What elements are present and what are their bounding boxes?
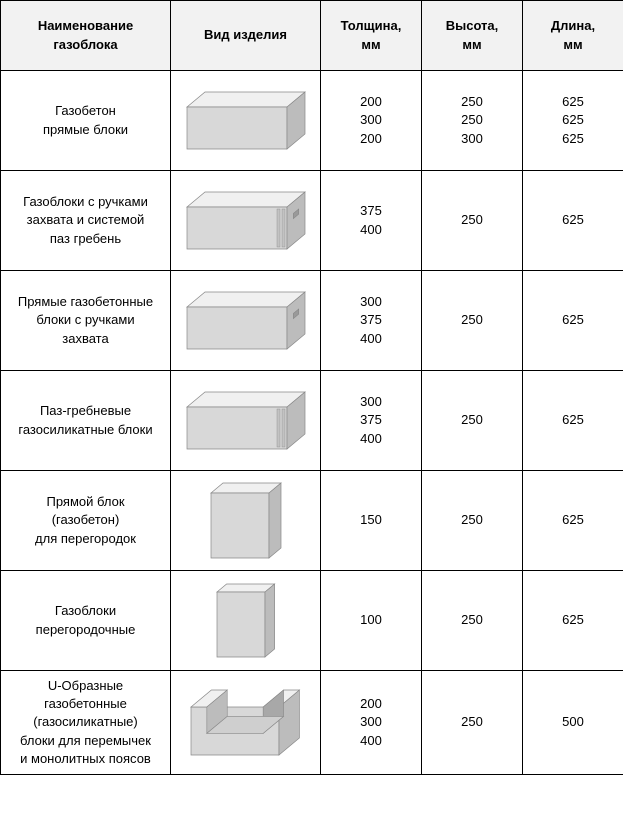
- cell-thickness: 100: [321, 571, 422, 671]
- cell-height: 250: [422, 671, 523, 775]
- cell-length: 500: [523, 671, 623, 775]
- cell-name: Газоблоки с ручками захвата и системой п…: [1, 171, 171, 271]
- cell-thickness: 375 400: [321, 171, 422, 271]
- table-row: Прямые газобетонные блоки с ручками захв…: [1, 271, 623, 371]
- table-row: Паз-гребневые газосиликатные блоки 300 3…: [1, 371, 623, 471]
- cell-height: 250: [422, 571, 523, 671]
- cell-name: Прямой блок (газобетон) для перегородок: [1, 471, 171, 571]
- cell-image: [171, 371, 321, 471]
- cell-image: [171, 471, 321, 571]
- cell-name: Газоблоки перегородочные: [1, 571, 171, 671]
- cell-length: 625: [523, 471, 623, 571]
- block-icon: [213, 580, 279, 661]
- cell-image: [171, 571, 321, 671]
- col-header-name: Наименование газоблока: [1, 1, 171, 71]
- table-row: Прямой блок (газобетон) для перегородок …: [1, 471, 623, 571]
- col-header-thick: Толщина, мм: [321, 1, 422, 71]
- cell-name: Паз-гребневые газосиликатные блоки: [1, 371, 171, 471]
- cell-length: 625: [523, 171, 623, 271]
- block-icon: [207, 479, 285, 562]
- cell-thickness: 300 375 400: [321, 371, 422, 471]
- cell-thickness: 150: [321, 471, 422, 571]
- block-icon: [183, 88, 309, 153]
- block-icon: [183, 188, 309, 253]
- cell-length: 625: [523, 571, 623, 671]
- cell-height: 250: [422, 271, 523, 371]
- block-icon: [183, 388, 309, 453]
- cell-image: [171, 671, 321, 775]
- table-body: Газобетон прямые блоки 200 300 200250 25…: [1, 71, 623, 775]
- cell-image: [171, 171, 321, 271]
- table-row: Газоблоки перегородочные 100250625: [1, 571, 623, 671]
- table-row: U-Образные газобетонные (газосиликатные)…: [1, 671, 623, 775]
- cell-thickness: 200 300 400: [321, 671, 422, 775]
- table-header-row: Наименование газоблока Вид изделия Толщи…: [1, 1, 623, 71]
- gas-block-table: Наименование газоблока Вид изделия Толщи…: [0, 0, 623, 775]
- cell-length: 625 625 625: [523, 71, 623, 171]
- cell-image: [171, 71, 321, 171]
- cell-height: 250 250 300: [422, 71, 523, 171]
- cell-image: [171, 271, 321, 371]
- cell-name: U-Образные газобетонные (газосиликатные)…: [1, 671, 171, 775]
- col-header-height: Высота, мм: [422, 1, 523, 71]
- col-header-length: Длина, мм: [523, 1, 623, 71]
- block-icon: [183, 288, 309, 353]
- cell-height: 250: [422, 471, 523, 571]
- cell-thickness: 200 300 200: [321, 71, 422, 171]
- cell-thickness: 300 375 400: [321, 271, 422, 371]
- cell-name: Прямые газобетонные блоки с ручками захв…: [1, 271, 171, 371]
- cell-height: 250: [422, 171, 523, 271]
- col-header-image: Вид изделия: [171, 1, 321, 71]
- cell-height: 250: [422, 371, 523, 471]
- table-row: Газобетон прямые блоки 200 300 200250 25…: [1, 71, 623, 171]
- cell-length: 625: [523, 271, 623, 371]
- block-icon: [187, 686, 303, 759]
- cell-name: Газобетон прямые блоки: [1, 71, 171, 171]
- cell-length: 625: [523, 371, 623, 471]
- table-row: Газоблоки с ручками захвата и системой п…: [1, 171, 623, 271]
